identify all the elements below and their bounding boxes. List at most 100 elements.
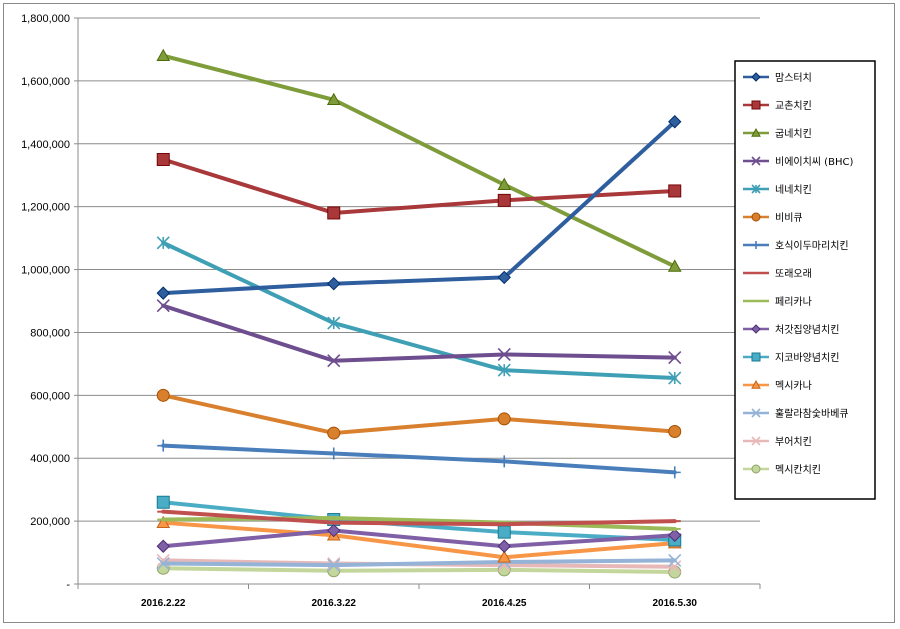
legend-swatch-marker	[751, 379, 761, 389]
y-tick-label: 600,000	[30, 390, 70, 402]
series-line	[161, 119, 677, 296]
series-2	[156, 153, 682, 220]
data-point	[668, 528, 682, 542]
data-point	[497, 193, 511, 207]
legend-swatch-marker	[751, 72, 761, 82]
series-3	[156, 48, 682, 272]
y-tick-label: 200,000	[30, 516, 70, 528]
data-point	[327, 354, 341, 368]
legend-item: 지코바양념치킨	[743, 352, 839, 364]
legend-label: 교촌치킨	[775, 100, 812, 112]
legend-item: 멕시칸치킨	[743, 464, 821, 476]
data-point	[667, 259, 682, 272]
series-line	[161, 509, 677, 527]
data-point	[497, 347, 511, 362]
legend-swatch-marker	[751, 212, 761, 222]
legend-label: 처갓집양념치킨	[775, 324, 839, 336]
legend-item: 교촌치킨	[743, 100, 812, 112]
data-point	[156, 48, 171, 62]
y-tick-label: 400,000	[30, 453, 70, 465]
legend-label: 비에이치씨 (BHC)	[775, 156, 853, 168]
data-point	[497, 363, 511, 377]
legend-swatch-marker	[751, 156, 761, 166]
series-6	[156, 388, 682, 440]
y-tick-label: 1,400,000	[21, 139, 70, 151]
data-point	[156, 556, 170, 571]
y-tick-label: 1,600,000	[21, 76, 70, 88]
legend-label: 호식이두마리치킨	[775, 240, 849, 252]
legend-item: 맘스터치	[743, 72, 812, 84]
series-line	[161, 443, 677, 475]
data-point	[156, 236, 170, 250]
data-point	[156, 495, 170, 509]
data-point	[497, 270, 511, 285]
legend-swatch-marker	[751, 408, 761, 418]
legend-label: 네네치킨	[775, 184, 812, 196]
data-point	[326, 92, 341, 106]
legend-swatch-marker	[751, 127, 761, 137]
series-line	[161, 393, 677, 436]
legend-item: 굽네치킨	[743, 127, 812, 140]
series-4	[156, 299, 682, 368]
data-point	[156, 153, 170, 166]
legend-swatch-marker	[751, 436, 761, 446]
x-tick-label: 2016.2.22	[141, 598, 186, 609]
series-line	[161, 566, 677, 575]
legend-label: 비비큐	[775, 212, 803, 224]
data-point	[668, 351, 682, 365]
legend-swatch-marker	[751, 352, 761, 362]
data-point	[497, 525, 511, 539]
legend-label: 페리카나	[775, 296, 812, 308]
series-7	[157, 439, 681, 479]
data-point	[668, 466, 681, 479]
legend-item: 또래오래	[743, 268, 812, 280]
series-line	[161, 558, 677, 568]
y-tick-label: 800,000	[30, 327, 70, 339]
data-point	[327, 276, 341, 291]
legend-label: 멕시칸치킨	[775, 464, 821, 476]
legend-label: 훌랄라참숯바베큐	[775, 407, 849, 420]
legend-item: 페리카나	[743, 296, 812, 308]
data-point	[157, 439, 170, 452]
legend-label: 지코바양념치킨	[775, 352, 839, 364]
series-line	[161, 528, 677, 549]
legend-label: 또래오래	[775, 268, 812, 280]
data-point	[327, 558, 341, 572]
data-point	[668, 115, 682, 129]
y-tick-label: 1,200,000	[21, 202, 70, 214]
data-point	[497, 177, 512, 190]
series-line	[161, 240, 677, 381]
legend-item: 처갓집양념치킨	[743, 324, 839, 336]
legend-item: 호식이두마리치킨	[743, 240, 849, 252]
y-tick-label: -	[66, 579, 70, 591]
data-point	[156, 286, 170, 300]
series-8	[157, 509, 681, 527]
series-line	[161, 520, 677, 560]
legend-swatch-marker	[751, 464, 761, 474]
x-tick-label: 2016.5.30	[653, 598, 698, 609]
legend-item: 멕시카나	[743, 379, 812, 392]
legend-swatch-marker	[751, 184, 761, 194]
data-point	[668, 371, 682, 385]
series-line	[161, 303, 677, 363]
data-point	[327, 206, 341, 220]
series-1	[156, 115, 682, 300]
legend-item: 훌랄라참숯바베큐	[743, 407, 849, 420]
x-tick-label: 2016.3.22	[312, 598, 357, 609]
y-tick-label: 1,000,000	[21, 265, 70, 277]
series-line	[161, 500, 677, 542]
data-point	[497, 550, 512, 563]
series-5	[156, 236, 682, 385]
legend-item: 비에이치씨 (BHC)	[743, 156, 853, 168]
legend-item: 비비큐	[743, 212, 803, 224]
data-point	[497, 539, 511, 553]
x-tick-label: 2016.4.25	[482, 598, 527, 609]
data-point	[156, 388, 170, 402]
data-point	[668, 560, 682, 574]
data-point	[668, 424, 682, 438]
legend-swatch-marker	[751, 100, 761, 110]
series-10	[156, 523, 682, 553]
legend-item: 부어치킨	[743, 436, 812, 448]
gridlines	[78, 17, 760, 585]
